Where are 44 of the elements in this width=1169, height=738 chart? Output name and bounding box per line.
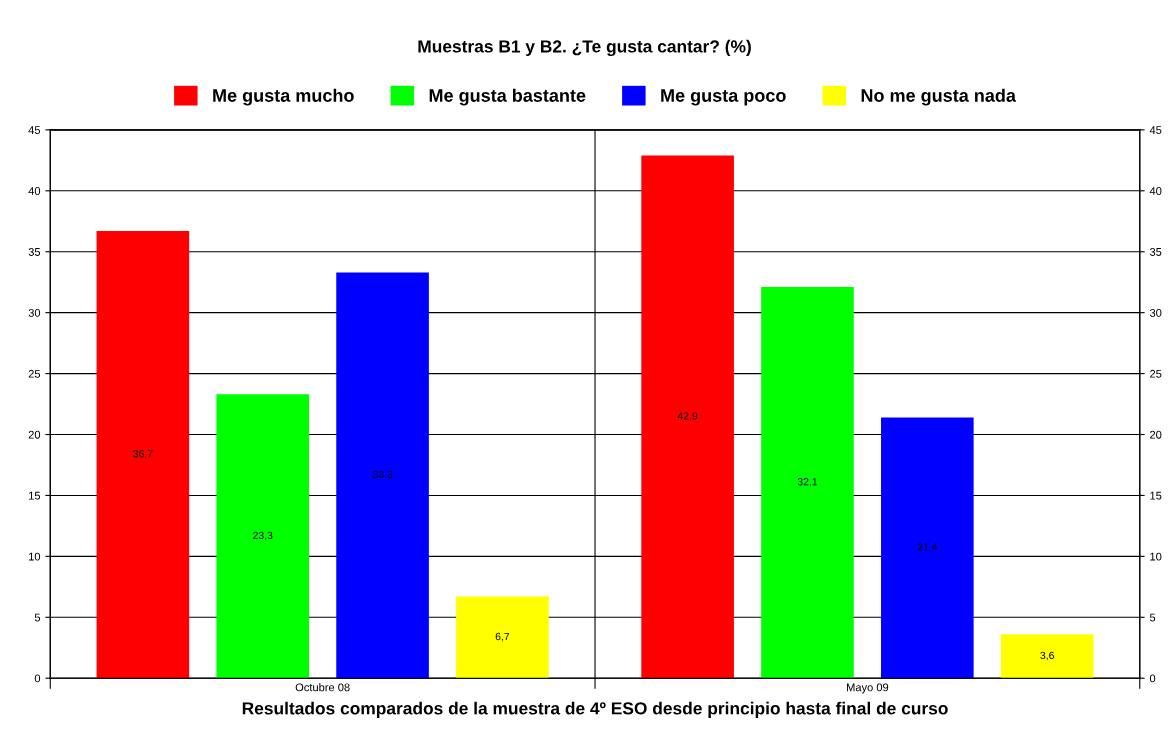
data-label: 23,3 (253, 531, 273, 541)
y2-tick-label: 35 (1149, 248, 1162, 256)
data-label: 32,1 (797, 478, 818, 487)
x-tick-label: Octubre 08 (295, 683, 350, 692)
y2-tick-label: 30 (1149, 308, 1162, 317)
bar (456, 596, 549, 679)
y-tick-label: 45 (28, 126, 41, 135)
data-label: 21,4 (917, 543, 938, 552)
data-label: 36,7 (133, 450, 153, 459)
chart-title: Muestras B1 y B2. ¿Te gusta cantar? (%) (418, 39, 751, 57)
y2-tick-label: 10 (1150, 552, 1162, 561)
bar (336, 272, 429, 679)
y-tick-label: 5 (34, 613, 41, 622)
legend-label: Me gusta mucho (213, 88, 354, 106)
y2-tick-label: 20 (1150, 430, 1162, 439)
legend-label: Me gusta poco (661, 89, 786, 106)
data-label: 6,7 (495, 632, 510, 642)
y-tick-label: 15 (29, 491, 41, 500)
bar (761, 287, 854, 679)
data-label: 33,3 (372, 470, 393, 480)
bar (641, 155, 734, 679)
y2-tick-label: 45 (1149, 126, 1162, 135)
x-tick-label: Mayo 09 (847, 683, 889, 694)
y2-tick-label: 5 (1149, 613, 1156, 622)
y-tick-label: 40 (28, 187, 41, 195)
y-tick-label: 20 (28, 430, 41, 439)
y-tick-label: 35 (28, 248, 41, 256)
x-axis-title: Resultados comparados de la muestra de 4º ESO desde principio hasta final de curso (242, 701, 948, 718)
bar (1000, 634, 1094, 679)
y-tick-label: 0 (34, 674, 41, 683)
y2-tick-label: 40 (1149, 187, 1162, 195)
y-tick-label: 30 (28, 308, 41, 317)
legend-label: Me gusta bastante (429, 88, 586, 106)
y2-tick-label: 25 (1150, 369, 1162, 378)
bar (216, 394, 310, 679)
bar (96, 231, 190, 679)
y-tick-label: 10 (29, 552, 41, 561)
y-tick-label: 25 (28, 369, 41, 378)
bar (881, 417, 974, 679)
y2-tick-label: 0 (1149, 674, 1156, 683)
y2-tick-label: 15 (1150, 491, 1162, 500)
legend-label: No me gusta nada (861, 88, 1017, 106)
data-label: 3,6 (1040, 651, 1054, 661)
data-label: 42,9 (677, 412, 698, 421)
